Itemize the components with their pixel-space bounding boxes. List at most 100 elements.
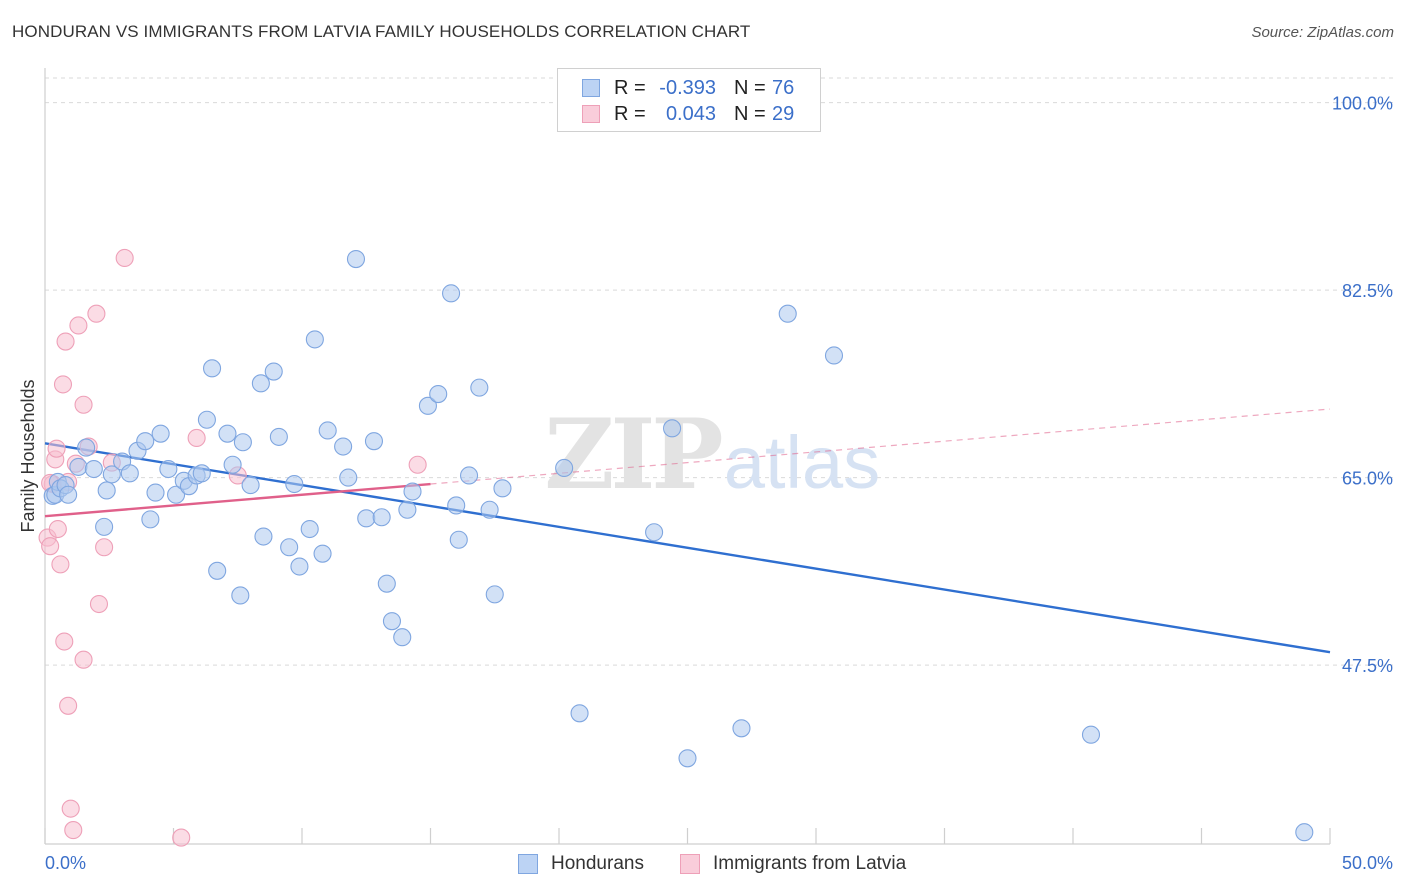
- honduran-point: [290, 557, 309, 576]
- n-label: N =: [734, 103, 766, 125]
- honduran-point: [357, 509, 376, 528]
- honduran-point: [69, 457, 88, 476]
- honduran-point: [398, 500, 417, 519]
- honduran-point: [645, 523, 664, 542]
- honduran-point: [442, 284, 461, 303]
- latvia-point: [408, 455, 427, 474]
- honduran-point: [77, 438, 96, 457]
- honduran-point: [102, 465, 121, 484]
- source-label: Source: ZipAtlas.com: [1251, 24, 1394, 41]
- honduran-point: [197, 410, 216, 429]
- axes: [44, 68, 1331, 845]
- honduran-point: [84, 459, 103, 479]
- latvia-point: [87, 304, 106, 323]
- honduran-point: [1295, 823, 1314, 842]
- honduran-point: [732, 719, 751, 738]
- honduran-point: [136, 432, 155, 451]
- latvia-trend-line: [44, 482, 431, 518]
- legend-swatch-blue: [518, 854, 538, 874]
- honduran-point: [146, 483, 165, 502]
- honduran-point: [447, 496, 466, 515]
- honduran-point: [570, 704, 589, 723]
- honduran-point: [192, 464, 211, 483]
- r-label: R =: [614, 103, 646, 125]
- honduran-point: [459, 466, 479, 485]
- honduran-point: [778, 304, 797, 323]
- y-axis-label: Family Households: [18, 379, 38, 532]
- latvia-trend-extension: [430, 408, 1331, 485]
- honduran-point: [251, 374, 270, 393]
- honduran-point: [372, 508, 391, 527]
- honduran-point: [346, 250, 366, 269]
- legend-label-hondurans: Hondurans: [551, 853, 644, 874]
- latvia-point: [53, 375, 73, 394]
- honduran-point: [1081, 725, 1101, 744]
- honduran-trend-line: [44, 442, 1331, 654]
- honduran-point: [233, 433, 252, 452]
- y-tick-label: 82.5%: [1342, 281, 1393, 301]
- honduran-point: [269, 427, 288, 446]
- latvia-point: [172, 828, 191, 847]
- honduran-point: [449, 530, 468, 549]
- honduran-point: [167, 485, 186, 504]
- honduran-point: [280, 538, 299, 557]
- latvia-point: [187, 428, 206, 448]
- n-value: 76: [772, 77, 795, 99]
- honduran-point: [382, 612, 402, 631]
- latvia-point: [41, 537, 60, 556]
- tick-labels: 100.0% 82.5% 65.0% 47.5% 0.0% 50.0%: [45, 94, 1393, 873]
- honduran-point: [678, 749, 697, 768]
- honduran-point: [264, 362, 283, 381]
- honduran-point: [377, 574, 396, 593]
- honduran-point: [95, 517, 114, 536]
- n-value: 29: [772, 103, 795, 125]
- latvia-point: [64, 821, 83, 840]
- watermark-zip: ZIP: [544, 398, 721, 511]
- honduran-point: [318, 421, 337, 440]
- honduran-point: [59, 485, 78, 504]
- latvia-point: [61, 799, 80, 818]
- trend-lines: [44, 408, 1331, 654]
- latvia-point: [55, 632, 74, 651]
- latvia-point: [74, 650, 93, 669]
- honduran-point: [393, 628, 412, 647]
- honduran-point: [305, 330, 324, 349]
- honduran-point: [97, 481, 116, 500]
- honduran-point: [218, 424, 237, 443]
- chart-title: HONDURAN VS IMMIGRANTS FROM LATVIA FAMIL…: [12, 22, 751, 41]
- latvia-point: [95, 538, 114, 557]
- n-label: N =: [734, 77, 766, 99]
- honduran-point: [159, 459, 178, 479]
- honduran-point: [339, 468, 358, 487]
- honduran-point: [223, 455, 242, 474]
- y-tick-label: 65.0%: [1342, 469, 1393, 489]
- honduran-point: [663, 419, 682, 438]
- honduran-point: [120, 464, 139, 483]
- r-value: 0.043: [665, 103, 716, 125]
- honduran-point: [493, 479, 512, 498]
- legend-swatch-blue: [582, 79, 600, 97]
- honduran-point: [313, 544, 332, 563]
- y-tick-label: 47.5%: [1342, 656, 1393, 676]
- honduran-point: [418, 396, 437, 415]
- honduran-point: [300, 519, 319, 539]
- honduran-point: [285, 474, 304, 494]
- honduran-point: [429, 384, 448, 404]
- honduran-point: [485, 585, 504, 604]
- honduran-point: [254, 527, 273, 546]
- watermark-atlas: atlas: [724, 421, 880, 504]
- data-points: [38, 248, 1314, 847]
- latvia-point: [89, 594, 109, 614]
- stats-legend: R = -0.393 N = 76 R = 0.043 N = 29: [557, 68, 821, 132]
- honduran-point: [208, 561, 227, 580]
- x-tick-label: 0.0%: [45, 853, 86, 873]
- latvia-point: [69, 316, 88, 335]
- x-tick-label: 50.0%: [1342, 853, 1393, 873]
- honduran-point: [141, 510, 160, 529]
- latvia-point: [115, 248, 134, 268]
- honduran-point: [334, 437, 353, 456]
- watermark: ZIP atlas: [544, 398, 880, 511]
- honduran-point: [203, 359, 222, 378]
- y-tick-label: 100.0%: [1332, 94, 1393, 114]
